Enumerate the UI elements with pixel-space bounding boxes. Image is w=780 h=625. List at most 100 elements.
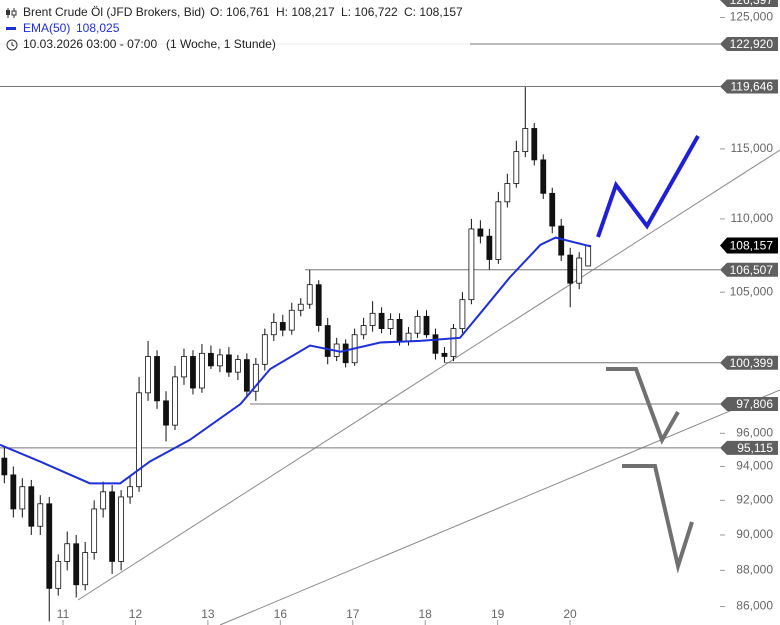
candle-body (315, 284, 322, 326)
level-tag (720, 396, 778, 411)
candle-body (504, 183, 511, 203)
level-tag (720, 79, 778, 94)
candle-body (432, 334, 439, 354)
candle-body (441, 352, 448, 357)
header-bg (0, 0, 470, 54)
ohlc-open: O: 106,761 (210, 5, 270, 19)
last-price-tag (720, 237, 778, 254)
candle-body (10, 474, 17, 510)
level-tag (720, 262, 778, 277)
candle-body (154, 356, 160, 402)
legend-value: 108,025 (76, 21, 120, 35)
level-label: 95,115 (737, 441, 773, 455)
candle-body (91, 508, 98, 553)
candle-body (46, 503, 53, 589)
x-tick-label: 17 (346, 607, 360, 621)
y-tick-label: 110,000 (731, 211, 774, 225)
candle-body (82, 552, 89, 586)
candle-body (28, 486, 35, 527)
candle-body (558, 225, 565, 256)
y-tick-label: 125,000 (730, 10, 774, 24)
candle-body (100, 491, 107, 510)
candle-body (387, 319, 394, 329)
subtitle: 10.03.2026 03:00 - 07:00 (23, 37, 157, 51)
candle-body (243, 359, 250, 392)
candle-body (423, 315, 430, 336)
level-label: 100,399 (730, 356, 774, 370)
trend-line (77, 149, 780, 601)
candle-body (64, 543, 71, 562)
candle-body (234, 359, 241, 373)
legend-swatch (6, 27, 16, 30)
candle-body (199, 352, 205, 389)
candle-body (55, 561, 62, 589)
candle-body (522, 128, 529, 153)
candle-body (486, 235, 493, 260)
y-tick-label: 105,000 (730, 284, 774, 298)
candle-body (73, 543, 80, 586)
candle-body (369, 312, 376, 326)
candle-body (225, 354, 232, 373)
y-tick-label: 88,000 (736, 563, 773, 577)
arrow-down (606, 367, 680, 445)
candle-body (252, 363, 259, 392)
level-tag (720, 355, 778, 370)
level-label: 119,646 (731, 80, 774, 94)
candle-body (306, 284, 313, 305)
ohlc-high: H: 108,217 (276, 5, 335, 19)
trend-line (219, 389, 780, 625)
candle-body (459, 299, 466, 329)
candle-body (468, 228, 475, 301)
level-tag (720, 36, 778, 51)
candle-body (540, 159, 547, 194)
x-tick-label: 16 (274, 607, 288, 621)
last-price-label: 108,157 (730, 239, 774, 253)
candle-body (288, 309, 295, 331)
candle-body (567, 254, 574, 284)
candle-body (270, 322, 277, 336)
candle-body (109, 491, 116, 562)
x-tick-label: 13 (201, 607, 215, 621)
candle-body (261, 334, 268, 365)
candle-body (118, 496, 125, 562)
title: Brent Crude Öl (JFD Brokers, Bid) (23, 5, 205, 19)
level-label: 97,806 (736, 397, 773, 411)
candle-body (324, 325, 331, 357)
candle-body (145, 356, 151, 394)
y-tick-label: 86,000 (736, 599, 773, 613)
level-tag (720, 0, 778, 8)
x-tick-label: 12 (129, 607, 143, 621)
level-label: 106,507 (730, 263, 774, 277)
candle-body (513, 151, 520, 184)
candle-body (1, 457, 8, 476)
candle-body (297, 303, 304, 311)
candle-body (405, 332, 412, 342)
arrow-down (622, 464, 694, 574)
x-tick-label: 20 (563, 607, 577, 621)
candle-body (450, 328, 457, 357)
candle-body (19, 486, 26, 510)
candle-body (378, 312, 385, 329)
candle-body (477, 228, 484, 237)
candle-icon (6, 8, 17, 18)
clock-icon (6, 39, 18, 51)
x-tick-label: 19 (491, 607, 505, 621)
level-tag (720, 440, 778, 455)
candle-body (495, 201, 502, 260)
candle-body (279, 322, 286, 331)
clock-icon (11, 42, 15, 47)
candle-body (549, 192, 556, 227)
y-tick-label: 115,000 (731, 141, 774, 155)
candle-body (208, 352, 214, 367)
ohlc-low: L: 106,722 (341, 5, 398, 19)
arrow-up (596, 135, 700, 238)
y-tick-label: 90,000 (736, 527, 773, 541)
candle-body (342, 343, 349, 364)
x-tick-label: 18 (419, 607, 433, 621)
level-label: 122,920 (730, 37, 774, 51)
candle-body (531, 128, 538, 161)
level-label: 126,397 (730, 0, 774, 7)
ema-line (0, 236, 591, 485)
candle-body (136, 392, 142, 488)
candle-body (37, 503, 44, 527)
